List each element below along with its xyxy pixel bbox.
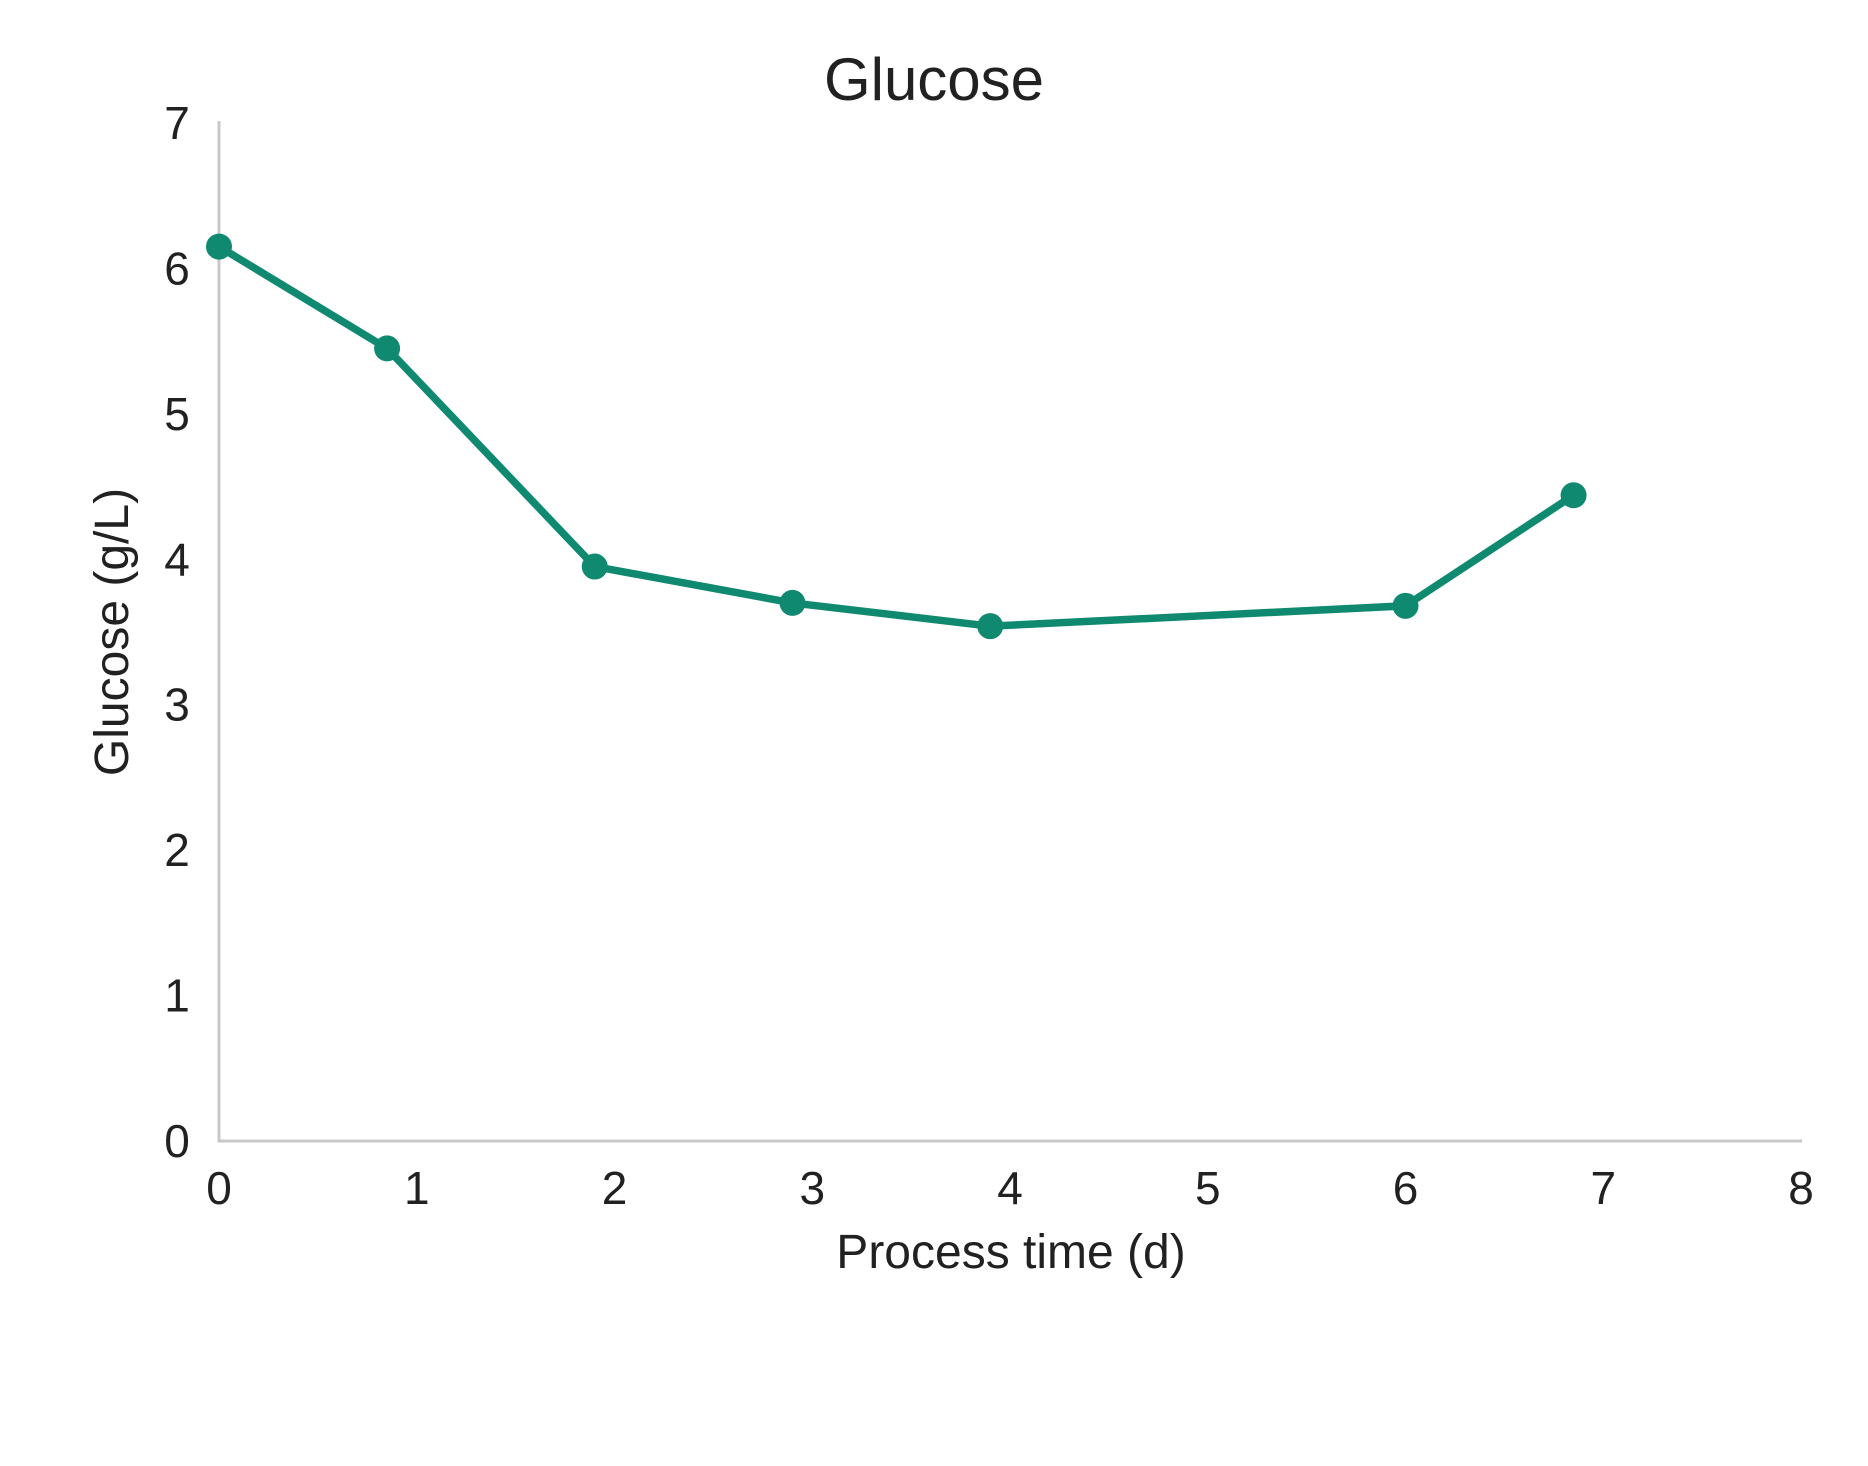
- data-point-marker: [1392, 592, 1419, 619]
- data-point-marker: [206, 233, 232, 260]
- y-tick-label: 6: [164, 242, 190, 294]
- data-point-marker: [977, 613, 1004, 640]
- y-axis-title: Glucose (g/L): [86, 488, 139, 776]
- y-tick-label: 2: [164, 824, 190, 876]
- x-tick-label: 1: [404, 1162, 430, 1214]
- x-tick-label: 5: [1195, 1162, 1221, 1214]
- data-point-marker: [779, 589, 806, 616]
- y-tick-label: 7: [164, 97, 190, 149]
- y-tick-label: 1: [164, 970, 190, 1022]
- x-tick-label: 0: [206, 1162, 232, 1214]
- data-point-marker: [374, 335, 401, 362]
- x-tick-label: 2: [602, 1162, 628, 1214]
- data-point-marker: [581, 553, 608, 580]
- y-tick-label: 5: [164, 388, 190, 440]
- glucose-line-series: [215, 242, 1578, 630]
- chart-title: Glucose: [824, 46, 1044, 113]
- x-tick-label: 3: [799, 1162, 825, 1214]
- y-tick-label: 4: [164, 533, 190, 585]
- data-point-marker: [1560, 482, 1587, 509]
- x-tick-label: 7: [1590, 1162, 1616, 1214]
- x-tick-label: 4: [997, 1162, 1023, 1214]
- y-tick-label: 0: [164, 1115, 190, 1167]
- x-axis-title: Process time (d): [836, 1226, 1185, 1279]
- x-tick-label: 8: [1788, 1162, 1814, 1214]
- y-axis-tick-labels: 0 1 2 3 4 5 6 7: [164, 97, 190, 1167]
- x-axis-tick-labels: 0 1 2 3 4 5 6 7 8: [206, 1162, 1814, 1214]
- y-tick-label: 3: [164, 679, 190, 731]
- data-point-markers: [206, 233, 1587, 640]
- x-tick-label: 6: [1393, 1162, 1419, 1214]
